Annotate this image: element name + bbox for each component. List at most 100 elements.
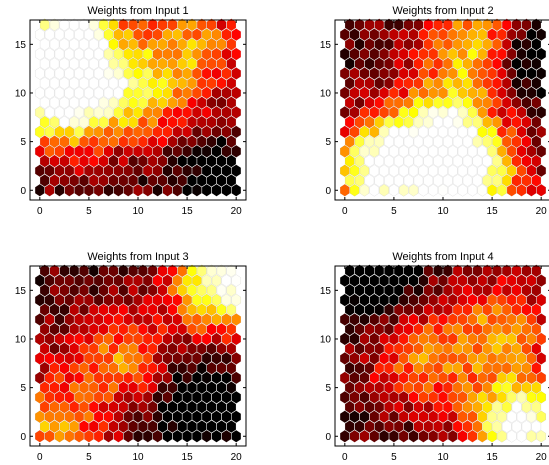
heatmap-cell [221, 313, 232, 326]
heatmap-cell [192, 145, 202, 158]
heatmap-cell [418, 47, 429, 61]
heatmap-cell [511, 115, 522, 129]
heatmap-cell [152, 125, 163, 139]
heatmap-cell [79, 284, 89, 297]
heatmap-cell [443, 400, 453, 414]
heatmap-cell [93, 106, 104, 119]
heatmap-cell [93, 352, 104, 365]
heatmap-cell [418, 352, 429, 365]
x-tick-label: 10 [437, 206, 449, 217]
heatmap-cell [364, 381, 375, 394]
heatmap-cell [133, 67, 143, 80]
heatmap-cell [118, 38, 129, 51]
heatmap-cell [113, 86, 124, 100]
heatmap-cell [138, 322, 148, 336]
heatmap-cell [49, 154, 60, 168]
heatmap-cell [418, 429, 429, 443]
heatmap-cell [221, 125, 232, 139]
x-tick-label: 15 [182, 206, 194, 217]
heatmap-cell [511, 174, 522, 187]
heatmap-cell [216, 381, 227, 394]
heatmap-cell [226, 361, 237, 375]
heatmap-cell [428, 67, 438, 80]
heatmap-cell [389, 429, 399, 443]
heatmap-cell [423, 361, 434, 375]
heatmap-cell [103, 293, 114, 307]
heatmap-cell [374, 303, 384, 317]
heatmap-cell [231, 67, 242, 80]
heatmap-cell [354, 420, 365, 433]
heatmap-cell [93, 125, 104, 139]
heatmap-cell [93, 67, 104, 80]
heatmap-cell [118, 115, 129, 129]
heatmap-cell [187, 361, 197, 375]
heatmap-cell [521, 96, 532, 109]
heatmap-cell [443, 115, 453, 129]
heatmap-cell [192, 352, 202, 365]
heatmap-cell [59, 420, 70, 433]
x-tick-label: 0 [342, 452, 348, 463]
heatmap-cell [192, 332, 202, 346]
heatmap-cell [472, 18, 483, 32]
heatmap-cell [138, 135, 148, 148]
heatmap-cell [423, 322, 434, 336]
heatmap-cell [389, 125, 399, 139]
heatmap-cell [98, 38, 109, 51]
heatmap-cell [497, 293, 507, 307]
heatmap-cell [374, 38, 384, 51]
heatmap-cell [521, 38, 532, 51]
heatmap-cell [497, 313, 507, 326]
heatmap-cell [192, 28, 202, 41]
heatmap-cell [162, 332, 173, 346]
heatmap-cell [157, 322, 168, 336]
heatmap-cell [54, 28, 65, 41]
heatmap-cell [118, 154, 129, 168]
heatmap-cell [182, 106, 192, 119]
heatmap-cell [49, 135, 60, 148]
heatmap-cell [142, 293, 153, 307]
heatmap-cell [349, 391, 360, 404]
heatmap-cell [172, 28, 183, 41]
heatmap-cell [103, 274, 114, 287]
heatmap-cell [413, 96, 424, 109]
heatmap-cell [462, 342, 473, 355]
heatmap-cell [472, 135, 483, 148]
heatmap-cell [216, 174, 227, 187]
heatmap-cell [443, 381, 453, 394]
heatmap-cell [79, 115, 89, 129]
heatmap-cell [384, 322, 394, 336]
heatmap-cell [408, 371, 419, 385]
heatmap-cell [98, 361, 109, 375]
heatmap-cell [206, 284, 217, 297]
y-tick-label: 5 [20, 137, 26, 148]
heatmap-cell [113, 410, 124, 424]
heatmap-cell [84, 164, 94, 178]
heatmap-cell [516, 125, 527, 139]
heatmap-cell [138, 303, 148, 317]
heatmap-cell [511, 361, 522, 375]
heatmap-cell [472, 400, 483, 414]
heatmap-cell [379, 164, 389, 178]
heatmap-cell [142, 28, 153, 41]
heatmap-cell [226, 420, 237, 433]
heatmap-cell [531, 57, 542, 71]
heatmap-cell [448, 352, 458, 365]
heatmap-cell [428, 293, 438, 307]
heatmap-cell [389, 391, 399, 404]
heatmap-cell [59, 96, 70, 109]
heatmap-cell [511, 322, 522, 336]
heatmap-cell [147, 303, 158, 317]
heatmap-cell [98, 284, 109, 297]
heatmap-cell [344, 38, 355, 51]
heatmap-cell [477, 332, 488, 346]
heatmap-cell [74, 164, 84, 178]
heatmap-cell [123, 274, 134, 287]
heatmap-cell [211, 164, 222, 178]
y-tick-label: 5 [325, 383, 331, 394]
heatmap-cell [226, 322, 237, 336]
heatmap-cell [147, 400, 158, 414]
heatmap-cell [462, 154, 473, 168]
heatmap-cell [84, 28, 94, 41]
heatmap-cell [108, 174, 119, 187]
heatmap-cell [344, 154, 355, 168]
